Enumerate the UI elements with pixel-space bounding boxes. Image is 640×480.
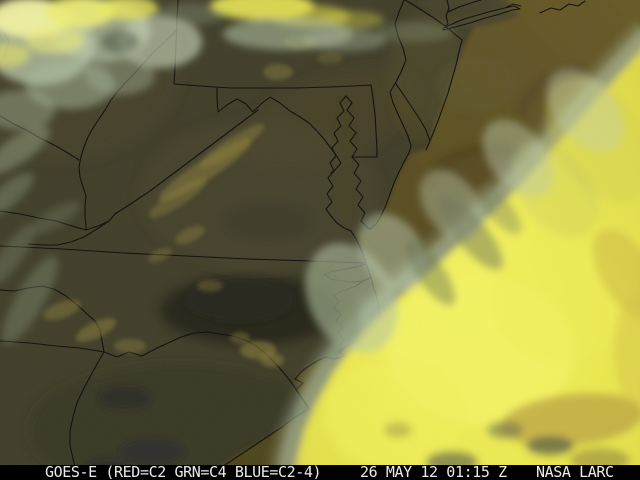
status-bar: GOES-E (RED=C2 GRN=C4 BLUE=C2-4) 26 MAY … [0, 465, 640, 480]
product-label: GOES-E (RED=C2 GRN=C4 BLUE=C2-4) [45, 463, 322, 480]
timestamp-label: 26 MAY 12 01:15 Z [360, 463, 507, 480]
credit-label: NASA LARC [536, 463, 614, 480]
